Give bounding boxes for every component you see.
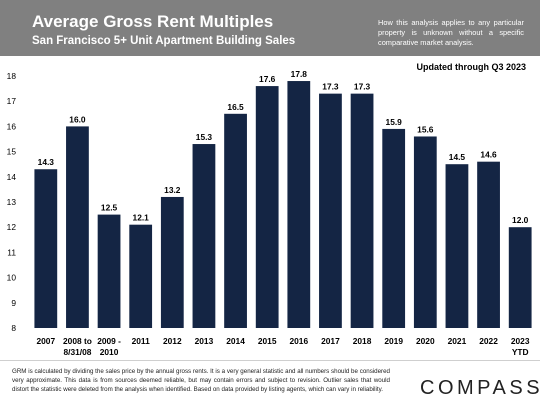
x-tick-label: 8/31/08 [63, 347, 91, 357]
y-axis: 8 9 10 11 12 13 14 15 16 17 18 [7, 71, 17, 333]
bar [97, 214, 121, 328]
bar [350, 93, 374, 328]
bar [66, 126, 89, 329]
bar [129, 224, 153, 328]
chart-title: Average Gross Rent Multiples [32, 12, 274, 31]
y-tick-label: 15 [7, 147, 17, 157]
value-label: 12.0 [512, 215, 529, 225]
x-tick-label: 2009 - [97, 336, 121, 346]
bar [319, 93, 342, 328]
bar [160, 196, 184, 328]
value-label: 12.1 [133, 213, 150, 223]
x-tick-label: 2015 [258, 336, 277, 346]
analysis-note: How this analysis applies to any particu… [378, 18, 524, 47]
bars-group [34, 81, 532, 329]
value-label: 17.3 [354, 82, 371, 92]
value-label: 14.3 [38, 157, 55, 167]
value-label: 14.5 [449, 152, 466, 162]
y-tick-label: 11 [7, 247, 16, 257]
header-banner: Average Gross Rent Multiples San Francis… [0, 0, 540, 56]
footer: GRM is calculated by dividing the sales … [0, 360, 540, 415]
x-tick-label: 2007 [36, 336, 55, 346]
chart-subtitle: San Francisco 5+ Unit Apartment Building… [32, 35, 296, 47]
bar [255, 86, 279, 328]
bar [508, 227, 532, 328]
x-tick-label: 2022 [479, 336, 498, 346]
y-tick-label: 18 [7, 71, 17, 81]
bar [224, 113, 247, 328]
bar [413, 136, 437, 328]
bar [445, 164, 469, 328]
x-axis: 2007 2008 to8/31/08 2009 -2010 2011 2012 2013… [36, 336, 529, 357]
x-tick-label: 2011 [132, 336, 151, 346]
x-tick-label: 2020 [416, 336, 435, 346]
x-tick-label: 2018 [353, 336, 372, 346]
bar [34, 169, 58, 328]
compass-logo: COMPASS [420, 377, 540, 399]
x-tick-label: 2023 [511, 336, 530, 346]
x-tick-label: 2014 [226, 336, 245, 346]
y-tick-label: 16 [7, 121, 17, 131]
updated-label: Updated through Q3 2023 [416, 62, 526, 72]
value-label: 15.6 [417, 124, 434, 134]
bar [477, 161, 500, 328]
x-tick-label: 2008 to [63, 336, 92, 346]
x-tick-label: 2016 [289, 336, 308, 346]
value-label: 15.3 [196, 132, 213, 142]
bar [287, 81, 311, 328]
x-tick-label: 2019 [384, 336, 403, 346]
x-tick-label: 2021 [448, 336, 467, 346]
bar [382, 128, 406, 328]
y-tick-label: 12 [7, 222, 17, 232]
bar [192, 144, 216, 328]
y-tick-label: 14 [7, 172, 17, 182]
x-tick-label: 2012 [163, 336, 182, 346]
x-tick-label: 2010 [100, 347, 119, 357]
disclaimer-text: GRM is calculated by dividing the sales … [12, 368, 390, 393]
y-tick-label: 13 [7, 197, 17, 207]
y-tick-label: 17 [7, 96, 17, 106]
value-label: 15.9 [386, 117, 403, 127]
value-label: 16.0 [69, 114, 86, 124]
x-tick-label: YTD [512, 347, 529, 357]
value-label: 17.6 [259, 74, 276, 84]
bar-chart: 8 9 10 11 12 13 14 15 16 17 18 14.3 16.0 12.5 12.1 13.… [7, 69, 532, 357]
value-label: 16.5 [227, 102, 244, 112]
x-tick-label: 2017 [321, 336, 340, 346]
value-label: 17.3 [322, 82, 339, 92]
value-label: 13.2 [164, 185, 181, 195]
x-tick-label: 2013 [195, 336, 214, 346]
y-tick-label: 10 [7, 273, 17, 283]
value-labels-group: 14.3 16.0 12.5 12.1 13.2 15.3 16.5 17.6 17.8 17.3… [38, 69, 529, 225]
value-label: 14.6 [480, 150, 497, 160]
value-label: 17.8 [291, 69, 308, 79]
y-tick-label: 9 [11, 298, 16, 308]
value-label: 12.5 [101, 203, 118, 213]
y-tick-label: 8 [11, 323, 16, 333]
